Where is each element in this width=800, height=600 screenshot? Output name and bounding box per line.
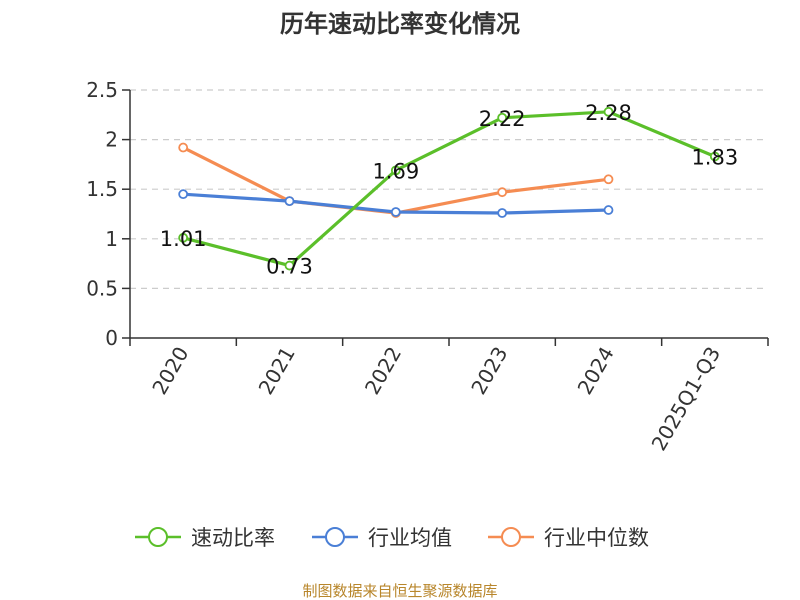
- data-label: 1.01: [160, 227, 207, 251]
- legend-label: 行业中位数: [544, 526, 649, 550]
- data-point: [603, 205, 614, 215]
- data-labels: 1.01 0.73 1.69 2.22 2.28 1.83: [160, 101, 738, 279]
- data-point: [178, 232, 189, 243]
- legend-label: 行业均值: [368, 526, 452, 550]
- y-tick-label: 2.5: [86, 78, 118, 102]
- data-label: 1.83: [691, 145, 738, 169]
- legend-label: 速动比率: [191, 526, 275, 550]
- legend-marker: [325, 527, 345, 547]
- data-label: 1.69: [372, 159, 419, 183]
- series-layer: [178, 106, 720, 271]
- data-point: [603, 174, 614, 185]
- data-point: [390, 207, 401, 217]
- y-tick-label: 1.5: [86, 177, 118, 201]
- data-point: [390, 165, 401, 176]
- x-tick-label: 2021: [254, 343, 300, 399]
- x-tick-label: 2020: [147, 343, 193, 399]
- x-tick-label: 2022: [360, 343, 406, 399]
- y-tick-label: 2: [105, 128, 118, 152]
- legend-marker: [148, 527, 168, 547]
- series-line-0: [182, 110, 716, 268]
- data-point: [284, 260, 295, 271]
- chart-title: 历年速动比率变化情况: [280, 10, 520, 38]
- y-tick-label: 1: [105, 227, 118, 251]
- source-footer: 制图数据来自恒生聚源数据库: [302, 582, 497, 600]
- grid-lines: [130, 89, 768, 289]
- data-label: 2.22: [479, 107, 526, 131]
- data-point: [709, 151, 720, 162]
- legend-marker: [501, 527, 521, 547]
- x-tick-label: 2023: [466, 342, 512, 398]
- data-point: [603, 106, 614, 117]
- data-label: 0.73: [266, 255, 313, 279]
- data-point: [497, 187, 508, 198]
- y-tick-label: 0.5: [86, 276, 118, 300]
- y-tick-label: 0: [105, 326, 118, 350]
- data-label: 2.28: [585, 101, 632, 125]
- data-point: [178, 142, 189, 153]
- x-tick-label: 2025Q1-Q3: [646, 343, 725, 455]
- data-point: [497, 208, 508, 218]
- x-tick-label: 2024: [573, 343, 619, 399]
- legend: 速动比率 行业均值 行业中位数: [135, 526, 649, 550]
- data-point: [497, 112, 508, 123]
- data-point: [284, 196, 295, 207]
- data-point: [178, 189, 189, 200]
